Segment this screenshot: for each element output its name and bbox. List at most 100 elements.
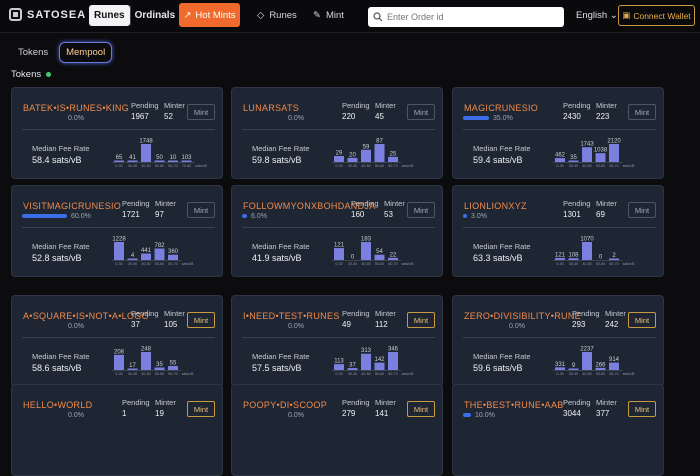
histogram-value: 2 <box>612 253 616 259</box>
histogram-bar <box>334 156 344 162</box>
progress-bar <box>22 214 67 218</box>
histogram-bar <box>388 156 398 162</box>
tab-tokens[interactable]: Tokens <box>18 47 49 58</box>
nav-mint-label: Mint <box>325 10 344 21</box>
tab-mempool[interactable]: Mempool <box>59 42 113 63</box>
histogram-bucket-label: 30-40 <box>569 262 578 266</box>
pending-label: Pending <box>122 199 150 208</box>
toggle-ordinals[interactable]: Ordinals <box>129 5 181 26</box>
histogram-value: 17 <box>129 363 136 369</box>
histogram-bucket-label: 50-60 <box>155 372 164 376</box>
histogram-bucket-label: 0-30 <box>335 262 342 266</box>
median-fee-label: Median Fee Rate <box>473 144 531 153</box>
histogram-value: 346 <box>388 347 399 353</box>
median-fee-label: Median Fee Rate <box>473 242 531 251</box>
hot-mints-label: Hot Mints <box>195 9 236 21</box>
chevron-down-icon: ⌄ <box>609 10 618 21</box>
pending-value: 1967 <box>131 112 149 121</box>
token-card[interactable]: LIONLIONXYZ 3.0% Pending 1301 Minter 69 Mint Me… <box>452 185 664 277</box>
histogram-value: 782 <box>154 243 165 249</box>
mint-button[interactable]: Mint <box>407 312 435 328</box>
mint-button[interactable]: Mint <box>187 401 215 417</box>
histogram-bucket-label: 50-60 <box>596 164 605 168</box>
mint-button[interactable]: Mint <box>407 401 435 417</box>
wallet-icon: ▣ <box>622 10 631 20</box>
histogram-bar <box>141 352 151 370</box>
histogram-bucket-label: 50-60 <box>375 164 384 168</box>
histogram-bar <box>582 352 592 370</box>
fee-histogram: 208 0-30 17 30-40 248 40-50 35 50-60 55 60-70 sats… <box>110 340 214 380</box>
median-fee-label: Median Fee Rate <box>473 352 531 361</box>
search-input[interactable] <box>387 12 547 22</box>
histogram-bucket-label: 0-30 <box>556 164 563 168</box>
histogram-bucket-label: 0-30 <box>335 372 342 376</box>
progress-bar <box>242 214 247 218</box>
pending-label: Pending <box>342 101 370 110</box>
connect-wallet-button[interactable]: ▣ Connect Wallet <box>618 5 695 26</box>
histogram-bucket-label: 0-30 <box>556 262 563 266</box>
token-card[interactable]: FOLLOWMYONXBOHDANDJA 6.0% Pending 160 Minter… <box>231 185 443 277</box>
histogram-value: 41 <box>129 155 136 161</box>
histogram-bar <box>347 368 358 370</box>
toggle-runes[interactable]: Runes <box>89 5 130 26</box>
histogram-bucket-label: 30-40 <box>128 262 137 266</box>
progress-percent: 10.0% <box>475 412 495 419</box>
token-card[interactable]: VISITMAGICRUNESIO 60.0% Pending 1721 Minter 9… <box>11 185 223 277</box>
card-divider <box>242 129 435 130</box>
histogram-bar <box>127 368 138 370</box>
token-card[interactable]: POOPY•DI•SCOOP 0.0% Pending 279 Minter 141 Min… <box>231 384 443 476</box>
pending-value: 160 <box>351 210 365 219</box>
histogram-bucket-label: 60-70 <box>168 262 177 266</box>
card-divider <box>463 129 656 130</box>
mint-button[interactable]: Mint <box>187 202 215 218</box>
histogram-value: 25 <box>390 151 397 157</box>
mint-button[interactable]: Mint <box>628 401 656 417</box>
progress-percent: 0.0% <box>68 323 84 330</box>
token-card[interactable]: I•NEED•TEST•RUNES 0.0% Pending 49 Minter 112 M… <box>231 295 443 387</box>
logo[interactable]: SATOSEA <box>9 8 86 21</box>
progress-percent: 3.0% <box>471 213 487 220</box>
histogram-bucket-label: 30-40 <box>569 372 578 376</box>
token-card[interactable]: BATEK•IS•RUNES•KING 0.0% Pending 1967 Minter… <box>11 87 223 179</box>
histogram-value: 59 <box>363 144 370 150</box>
mint-button[interactable]: Mint <box>628 202 656 218</box>
mint-button[interactable]: Mint <box>187 312 215 328</box>
progress-percent: 0.0% <box>68 412 84 419</box>
histogram-value: 0 <box>351 255 355 261</box>
histogram-bar <box>168 366 178 370</box>
token-card[interactable]: LUNARSATS 0.0% Pending 220 Minter 45 Mint Media… <box>231 87 443 179</box>
mint-button[interactable]: Mint <box>407 104 435 120</box>
token-card[interactable]: A•SQUARE•IS•NOT•A•LOGO 0.0% Pending 37 Minte… <box>11 295 223 387</box>
token-card[interactable]: MAGICRUNESIO 35.0% Pending 2430 Minter 223 Min… <box>452 87 664 179</box>
token-card[interactable]: ZERO•DIVISIBILITY•RUNE 0.0% Pending 293 Mint… <box>452 295 664 387</box>
histogram-bar <box>114 160 124 162</box>
mint-button[interactable]: Mint <box>628 312 656 328</box>
histogram-bar <box>361 149 371 162</box>
histogram-bar <box>361 353 371 370</box>
median-fee-label: Median Fee Rate <box>252 242 310 251</box>
median-fee-value: 58.6 sats/vB <box>32 363 82 373</box>
progress-percent: 0.0% <box>288 115 304 122</box>
nav-mint[interactable]: ✎ Mint <box>313 10 344 21</box>
mint-button[interactable]: Mint <box>407 202 435 218</box>
histogram-bucket-label: 30-40 <box>348 372 357 376</box>
token-name: HELLO•WORLD <box>23 400 93 410</box>
mint-button[interactable]: Mint <box>628 104 656 120</box>
token-card[interactable]: THE•BEST•RUNE•AAB 10.0% Pending 3044 Minter 3… <box>452 384 664 476</box>
histogram-bucket-label: 0-30 <box>115 164 122 168</box>
histogram-value: 9 <box>572 363 576 369</box>
histogram-bar <box>568 258 579 260</box>
token-name: ZERO•DIVISIBILITY•RUNE <box>464 311 581 321</box>
histogram-value: 10 <box>170 155 177 161</box>
token-card[interactable]: HELLO•WORLD 0.0% Pending 1 Minter 19 Mint <box>11 384 223 476</box>
histogram-bucket-label: 30-40 <box>128 164 137 168</box>
histogram-bar <box>609 362 619 370</box>
pending-label: Pending <box>131 309 159 318</box>
mint-button[interactable]: Mint <box>187 104 215 120</box>
nav-runes[interactable]: ◇ Runes <box>257 10 297 21</box>
card-divider <box>22 129 215 130</box>
hot-mints-button[interactable]: ↗ Hot Mints <box>179 3 240 27</box>
language-select[interactable]: English ⌄ <box>576 10 618 21</box>
histogram-unit: sats/vB <box>182 262 194 266</box>
tab-bar: Tokens Mempool <box>12 42 113 63</box>
